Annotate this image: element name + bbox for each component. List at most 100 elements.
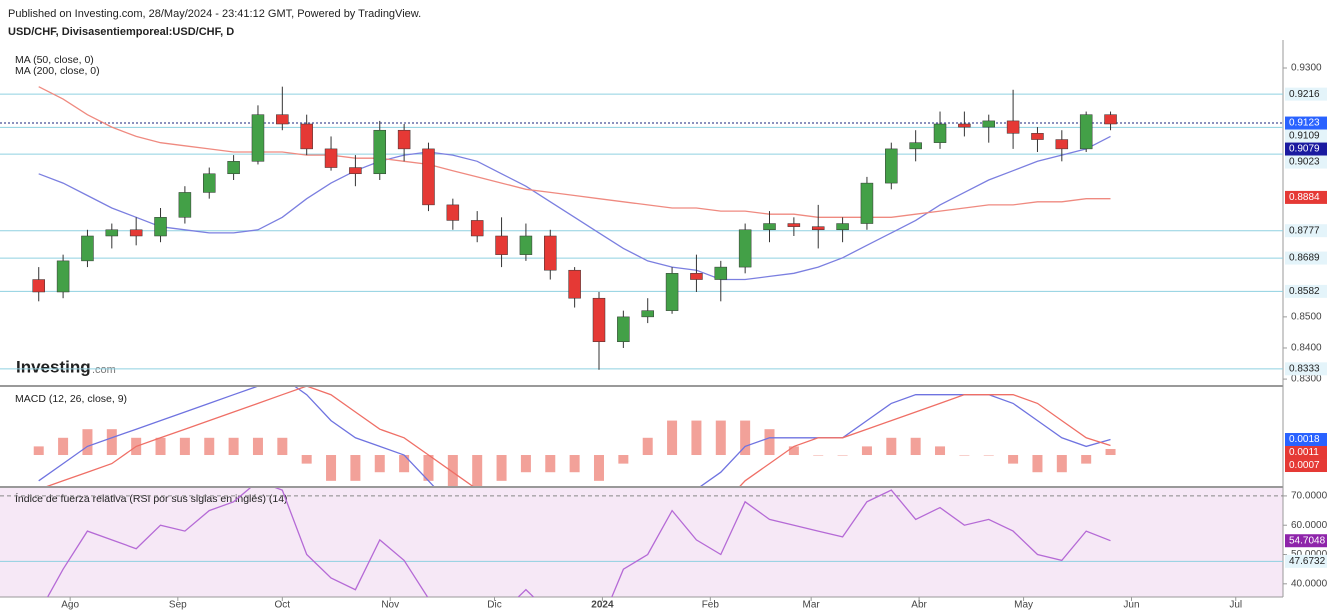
- current-price-box: [1285, 116, 1327, 130]
- histogram-bar: [33, 446, 44, 456]
- candle-body: [909, 142, 922, 150]
- candle-body: [592, 297, 606, 343]
- x-tick-label: Jul: [1229, 600, 1242, 611]
- candle-body: [738, 229, 752, 268]
- x-tick-label: Ago: [61, 600, 79, 611]
- histogram-bar: [910, 437, 921, 456]
- histogram-bar: [618, 455, 629, 464]
- marker-box: [1285, 433, 1327, 447]
- y-tick-label: 0.9300: [1291, 63, 1322, 74]
- candle-body: [811, 226, 825, 231]
- histogram-bar: [520, 455, 531, 473]
- marker-label: 0.8884: [1289, 192, 1320, 203]
- histogram-bar: [472, 455, 483, 486]
- current-price-label: 0.9123: [1289, 118, 1320, 129]
- histogram-bar: [715, 420, 726, 456]
- marker-label: 0.0018: [1289, 434, 1320, 445]
- histogram-bar: [155, 437, 166, 456]
- level-label: 0.8582: [1289, 286, 1320, 297]
- candle-body: [349, 167, 362, 175]
- logo-suffix: .com: [92, 364, 116, 376]
- candle-body: [56, 260, 70, 293]
- candle-body: [1104, 114, 1117, 125]
- histogram-bar: [886, 437, 897, 456]
- histogram-bar: [691, 420, 702, 456]
- level-box: [1285, 129, 1327, 143]
- candle-body: [519, 235, 533, 255]
- marker-box: [1285, 534, 1327, 548]
- candle-body: [1031, 133, 1044, 140]
- published: Published on Investing.com, 28/May/2024 …: [8, 8, 421, 20]
- macd-title: MACD (12, 26, close, 9): [15, 393, 127, 405]
- x-tick-label: Jun: [1123, 600, 1139, 611]
- histogram-bar: [399, 455, 410, 473]
- histogram-bar: [1008, 455, 1019, 464]
- histogram-bar: [1105, 448, 1116, 456]
- histogram-bar: [326, 455, 337, 481]
- x-tick-label: Sep: [169, 600, 187, 611]
- y-tick-label: 0.8400: [1291, 343, 1322, 354]
- level-label: 47.6732: [1289, 556, 1326, 567]
- level-label: 0.8333: [1289, 363, 1320, 374]
- y-tick-label: 40.0000: [1291, 578, 1328, 589]
- candle-body: [1006, 120, 1020, 134]
- x-tick-label: Feb: [702, 600, 720, 611]
- candle-body: [397, 129, 411, 150]
- histogram-bar: [106, 429, 117, 456]
- histogram-bar: [423, 455, 434, 481]
- candle-body: [860, 182, 874, 224]
- histogram-bar: [1081, 455, 1092, 464]
- series-line: [38, 135, 1111, 281]
- x-tick-label: Abr: [911, 600, 927, 611]
- level-label: 0.9023: [1289, 157, 1320, 168]
- marker-box: [1285, 190, 1327, 204]
- candle-body: [470, 220, 484, 237]
- histogram-bar: [204, 437, 215, 456]
- histogram-bar: [350, 455, 361, 481]
- histogram-bar: [983, 455, 994, 456]
- candle-body: [324, 148, 338, 168]
- candle-body: [665, 273, 679, 311]
- y-tick-label: 60.0000: [1291, 520, 1328, 531]
- level-box: [1285, 251, 1327, 265]
- histogram-bar: [788, 446, 799, 456]
- histogram-bar: [959, 455, 970, 456]
- histogram-bar: [447, 455, 458, 486]
- candle-body: [641, 310, 654, 318]
- candle-body: [373, 129, 387, 175]
- logo: Investing: [16, 357, 91, 376]
- candle-body: [495, 235, 508, 255]
- histogram-bar: [764, 429, 775, 456]
- level-label: 0.9216: [1289, 89, 1320, 100]
- marker-box: [1285, 459, 1327, 473]
- candle-body: [568, 269, 581, 299]
- candle-body: [1079, 114, 1093, 150]
- y-tick-label: 50.0000: [1291, 549, 1328, 560]
- histogram-bar: [935, 446, 946, 456]
- pane: [33, 387, 1116, 486]
- histogram-bar: [82, 429, 93, 456]
- symbol-title: USD/CHF, Divisasentiemporeal:USD/CHF, D: [8, 26, 234, 38]
- candle-body: [885, 148, 898, 184]
- candle-body: [105, 229, 119, 237]
- histogram-bar: [740, 420, 751, 456]
- level-box: [1285, 284, 1327, 298]
- candle-body: [958, 123, 971, 128]
- level-box: [1285, 362, 1327, 376]
- histogram-bar: [252, 437, 263, 456]
- histogram-bar: [667, 420, 678, 456]
- candle-body: [129, 229, 143, 237]
- marker-label: 54.7048: [1289, 535, 1326, 546]
- level-box: [1285, 224, 1327, 238]
- candle-body: [32, 279, 45, 293]
- candle-body: [446, 204, 460, 221]
- series-line: [38, 387, 1111, 486]
- histogram-bar: [58, 437, 69, 456]
- candle-body: [617, 316, 630, 343]
- histogram-bar: [861, 446, 872, 456]
- histogram-bar: [179, 437, 190, 456]
- rsi-title: Índice de fuerza relativa (RSI por sus s…: [15, 492, 288, 505]
- marker-box: [1285, 142, 1327, 156]
- histogram-bar: [545, 455, 556, 473]
- candle-body: [787, 223, 801, 227]
